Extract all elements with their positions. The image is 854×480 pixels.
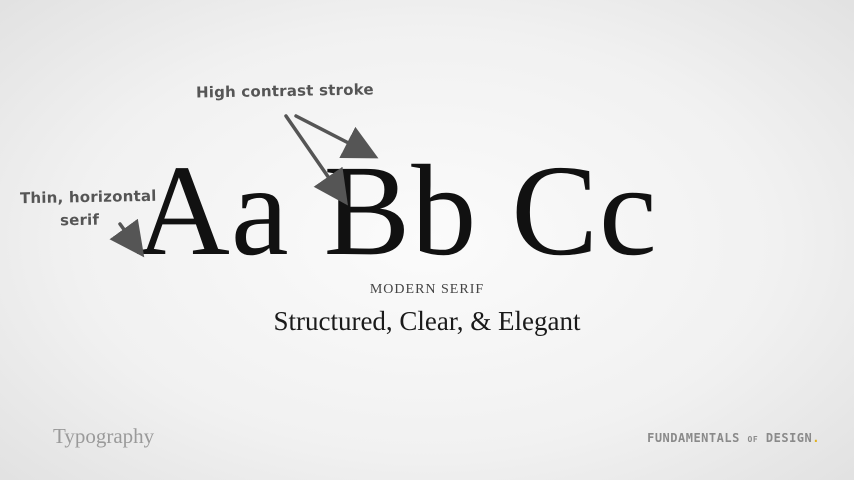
style-subtitle: MODERN SERIF xyxy=(369,282,485,297)
brand-logo: FUNDAMENTALS OF DESIGN. xyxy=(647,431,820,445)
annotation-serif-line2: serif xyxy=(59,210,100,230)
type-specimen: Aa Bb Cc xyxy=(136,146,716,276)
specimen-aa: Aa xyxy=(136,139,290,283)
brand-of: OF xyxy=(747,435,759,444)
section-title: Typography xyxy=(53,424,155,448)
style-tagline: Structured, Clear, & Elegant xyxy=(273,306,581,336)
brand-end: DESIGN xyxy=(765,431,813,445)
arrow-to-serif xyxy=(109,218,145,258)
brand-dot: . xyxy=(812,431,820,445)
specimen-bb: Bb xyxy=(323,139,478,283)
brand-main: FUNDAMENTALS xyxy=(647,431,740,445)
annotation-high-contrast: High contrast stroke xyxy=(195,80,374,102)
specimen-cc: Cc xyxy=(511,139,658,283)
